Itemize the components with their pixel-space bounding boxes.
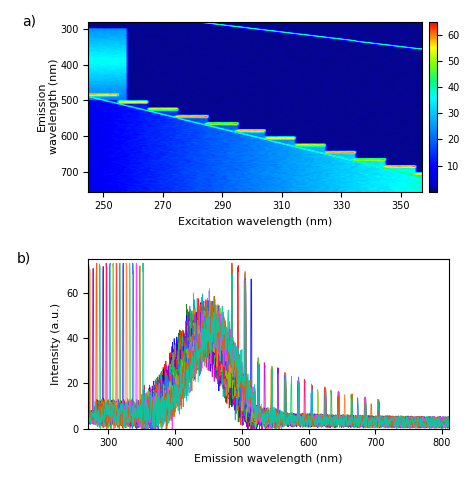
- X-axis label: Emission wavelength (nm): Emission wavelength (nm): [194, 454, 343, 464]
- X-axis label: Excitation wavelength (nm): Excitation wavelength (nm): [178, 217, 332, 227]
- Text: a): a): [22, 15, 36, 29]
- Y-axis label: Emission
wavelength (nm): Emission wavelength (nm): [37, 59, 59, 154]
- Text: b): b): [17, 252, 31, 266]
- Y-axis label: Intensity (a.u.): Intensity (a.u.): [51, 303, 61, 385]
